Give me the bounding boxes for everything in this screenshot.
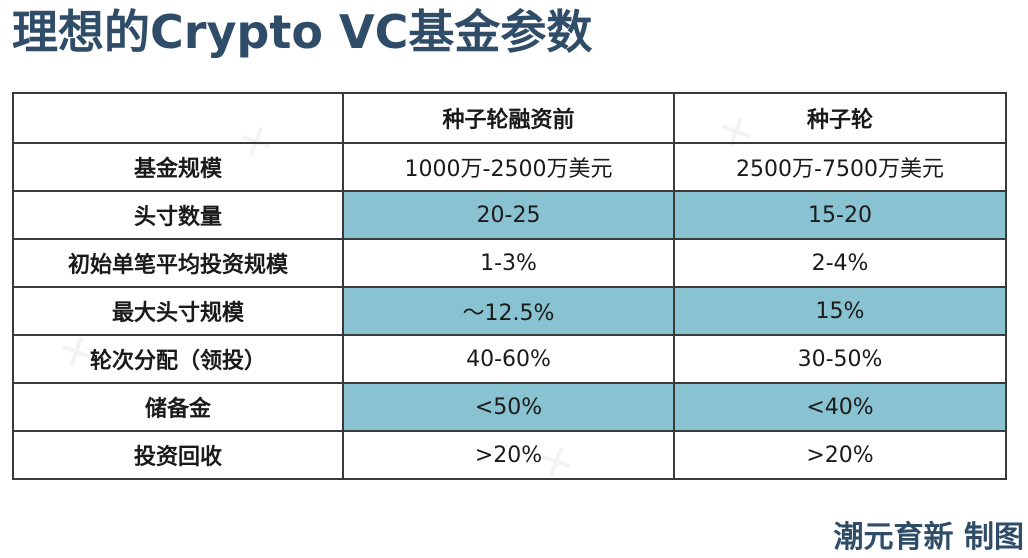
- row-label: 最大头寸规模: [12, 286, 344, 336]
- cell-seed: 15-20: [673, 190, 1007, 240]
- table-row: 投资回收 >20% >20%: [12, 430, 1007, 480]
- cell-pre-seed: 1-3%: [342, 238, 675, 288]
- header-corner-cell: [12, 92, 344, 144]
- table-row: 基金规模 1000万-2500万美元 2500万-7500万美元: [12, 142, 1007, 192]
- table-row: 初始单笔平均投资规模 1-3% 2-4%: [12, 238, 1007, 288]
- cell-seed: 2500万-7500万美元: [673, 142, 1007, 192]
- row-label: 头寸数量: [12, 190, 344, 240]
- cell-seed: 30-50%: [673, 334, 1007, 384]
- table-row: 最大头寸规模 ～12.5% 15%: [12, 286, 1007, 336]
- row-label: 初始单笔平均投资规模: [12, 238, 344, 288]
- cell-pre-seed: 20-25: [342, 190, 675, 240]
- cell-pre-seed: <50%: [342, 382, 675, 432]
- cell-pre-seed: 40-60%: [342, 334, 675, 384]
- cell-seed: 15%: [673, 286, 1007, 336]
- cell-pre-seed: >20%: [342, 430, 675, 480]
- table-row: 轮次分配（领投） 40-60% 30-50%: [12, 334, 1007, 384]
- header-pre-seed: 种子轮融资前: [342, 92, 675, 144]
- table-row: 储备金 <50% <40%: [12, 382, 1007, 432]
- credit-text: 潮元育新 制图: [833, 520, 1024, 555]
- cell-seed: <40%: [673, 382, 1007, 432]
- page-title: 理想的Crypto VC基金参数: [12, 5, 593, 59]
- table-header-row: 种子轮融资前 种子轮: [12, 92, 1007, 144]
- row-label: 轮次分配（领投）: [12, 334, 344, 384]
- row-label: 基金规模: [12, 142, 344, 192]
- cell-pre-seed: ～12.5%: [342, 286, 675, 336]
- fund-parameters-table: 种子轮融资前 种子轮 基金规模 1000万-2500万美元 2500万-7500…: [12, 92, 1007, 480]
- cell-seed: >20%: [673, 430, 1007, 480]
- header-seed: 种子轮: [673, 92, 1007, 144]
- cell-seed: 2-4%: [673, 238, 1007, 288]
- table-row: 头寸数量 20-25 15-20: [12, 190, 1007, 240]
- row-label: 储备金: [12, 382, 344, 432]
- cell-pre-seed: 1000万-2500万美元: [342, 142, 675, 192]
- row-label: 投资回收: [12, 430, 344, 480]
